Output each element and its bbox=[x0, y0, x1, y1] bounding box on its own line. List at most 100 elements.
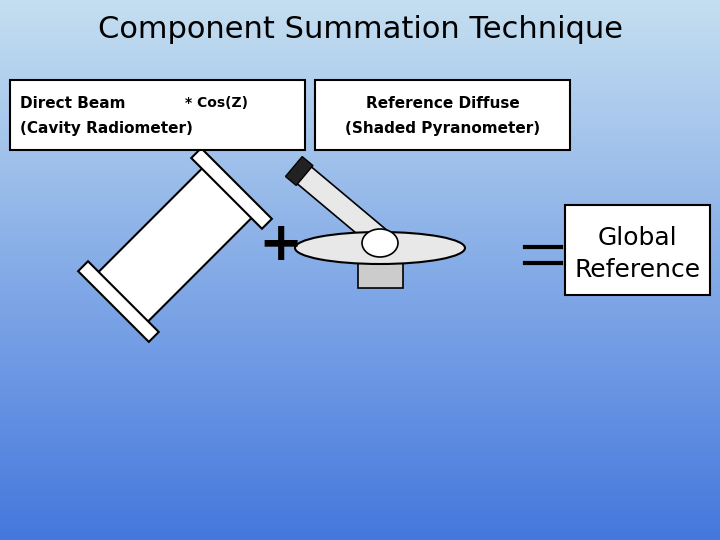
Bar bbox=[0, 123, 720, 127]
Text: Reference: Reference bbox=[575, 258, 701, 282]
Bar bbox=[0, 488, 720, 491]
Bar bbox=[0, 66, 720, 70]
Ellipse shape bbox=[295, 232, 465, 264]
Bar bbox=[0, 363, 720, 367]
Bar bbox=[0, 0, 720, 3]
Bar bbox=[0, 450, 720, 454]
Bar bbox=[0, 523, 720, 526]
Bar bbox=[0, 358, 720, 362]
Bar bbox=[0, 88, 720, 92]
Bar bbox=[0, 126, 720, 130]
Polygon shape bbox=[192, 148, 272, 229]
Bar bbox=[0, 336, 720, 340]
Text: (Shaded Pyranometer): (Shaded Pyranometer) bbox=[345, 122, 540, 137]
Bar bbox=[0, 455, 720, 459]
Bar bbox=[0, 390, 720, 394]
Bar bbox=[0, 31, 720, 35]
Bar bbox=[0, 296, 720, 300]
Bar bbox=[0, 372, 720, 375]
Bar bbox=[0, 531, 720, 535]
Bar bbox=[0, 2, 720, 5]
Bar bbox=[0, 177, 720, 181]
Bar bbox=[0, 409, 720, 413]
Bar bbox=[0, 150, 720, 154]
Bar bbox=[0, 264, 720, 267]
Bar bbox=[0, 366, 720, 370]
Bar bbox=[0, 145, 720, 148]
Bar bbox=[0, 436, 720, 440]
Bar bbox=[0, 323, 720, 327]
Bar bbox=[0, 453, 720, 456]
Bar bbox=[0, 212, 720, 216]
Bar bbox=[0, 69, 720, 73]
Bar bbox=[358, 248, 402, 288]
Bar bbox=[0, 102, 720, 105]
Bar bbox=[0, 242, 720, 246]
Bar bbox=[0, 156, 720, 159]
Bar bbox=[0, 291, 720, 294]
Bar bbox=[0, 377, 720, 381]
Bar bbox=[0, 396, 720, 400]
Bar bbox=[0, 139, 720, 143]
Bar bbox=[0, 250, 720, 254]
Bar bbox=[0, 415, 720, 419]
Bar bbox=[0, 96, 720, 100]
Bar bbox=[0, 48, 720, 51]
Bar bbox=[0, 439, 720, 443]
Bar bbox=[0, 169, 720, 173]
Bar bbox=[0, 188, 720, 192]
Bar bbox=[0, 207, 720, 211]
Bar bbox=[0, 34, 720, 38]
Bar bbox=[0, 158, 720, 162]
Bar bbox=[0, 80, 720, 84]
Bar bbox=[0, 115, 720, 119]
Bar bbox=[0, 471, 720, 475]
Bar bbox=[0, 196, 720, 200]
Polygon shape bbox=[94, 164, 256, 326]
Bar bbox=[0, 477, 720, 481]
Bar bbox=[0, 339, 720, 343]
Bar bbox=[0, 301, 720, 305]
Bar bbox=[0, 110, 720, 113]
Bar bbox=[315, 80, 570, 150]
Bar bbox=[0, 355, 720, 359]
Bar bbox=[0, 423, 720, 427]
Bar bbox=[0, 255, 720, 259]
Bar bbox=[0, 334, 720, 338]
Polygon shape bbox=[286, 157, 313, 185]
Bar bbox=[0, 493, 720, 497]
Text: * Cos(Z): * Cos(Z) bbox=[185, 96, 248, 110]
Bar bbox=[0, 407, 720, 410]
Bar bbox=[10, 80, 305, 150]
Bar bbox=[0, 137, 720, 140]
Bar bbox=[0, 10, 720, 14]
Text: Reference Diffuse: Reference Diffuse bbox=[366, 96, 519, 111]
Bar bbox=[0, 164, 720, 167]
Bar bbox=[0, 226, 720, 230]
Bar bbox=[0, 77, 720, 81]
Bar bbox=[0, 369, 720, 373]
Bar bbox=[0, 507, 720, 510]
Bar bbox=[0, 307, 720, 310]
Bar bbox=[0, 525, 720, 529]
Bar bbox=[0, 231, 720, 235]
Bar bbox=[0, 166, 720, 170]
Bar bbox=[0, 210, 720, 213]
Bar bbox=[0, 320, 720, 324]
Bar bbox=[0, 382, 720, 386]
Bar bbox=[0, 361, 720, 365]
Bar bbox=[0, 261, 720, 265]
Ellipse shape bbox=[362, 229, 398, 257]
Bar bbox=[0, 326, 720, 329]
Bar bbox=[0, 56, 720, 59]
Bar bbox=[0, 299, 720, 302]
Bar bbox=[0, 342, 720, 346]
Bar bbox=[0, 304, 720, 308]
Bar bbox=[0, 72, 720, 76]
Bar bbox=[0, 99, 720, 103]
Bar bbox=[0, 18, 720, 22]
Text: Direct Beam: Direct Beam bbox=[20, 96, 125, 111]
Bar bbox=[0, 258, 720, 262]
Bar bbox=[0, 420, 720, 424]
Bar bbox=[565, 205, 710, 295]
